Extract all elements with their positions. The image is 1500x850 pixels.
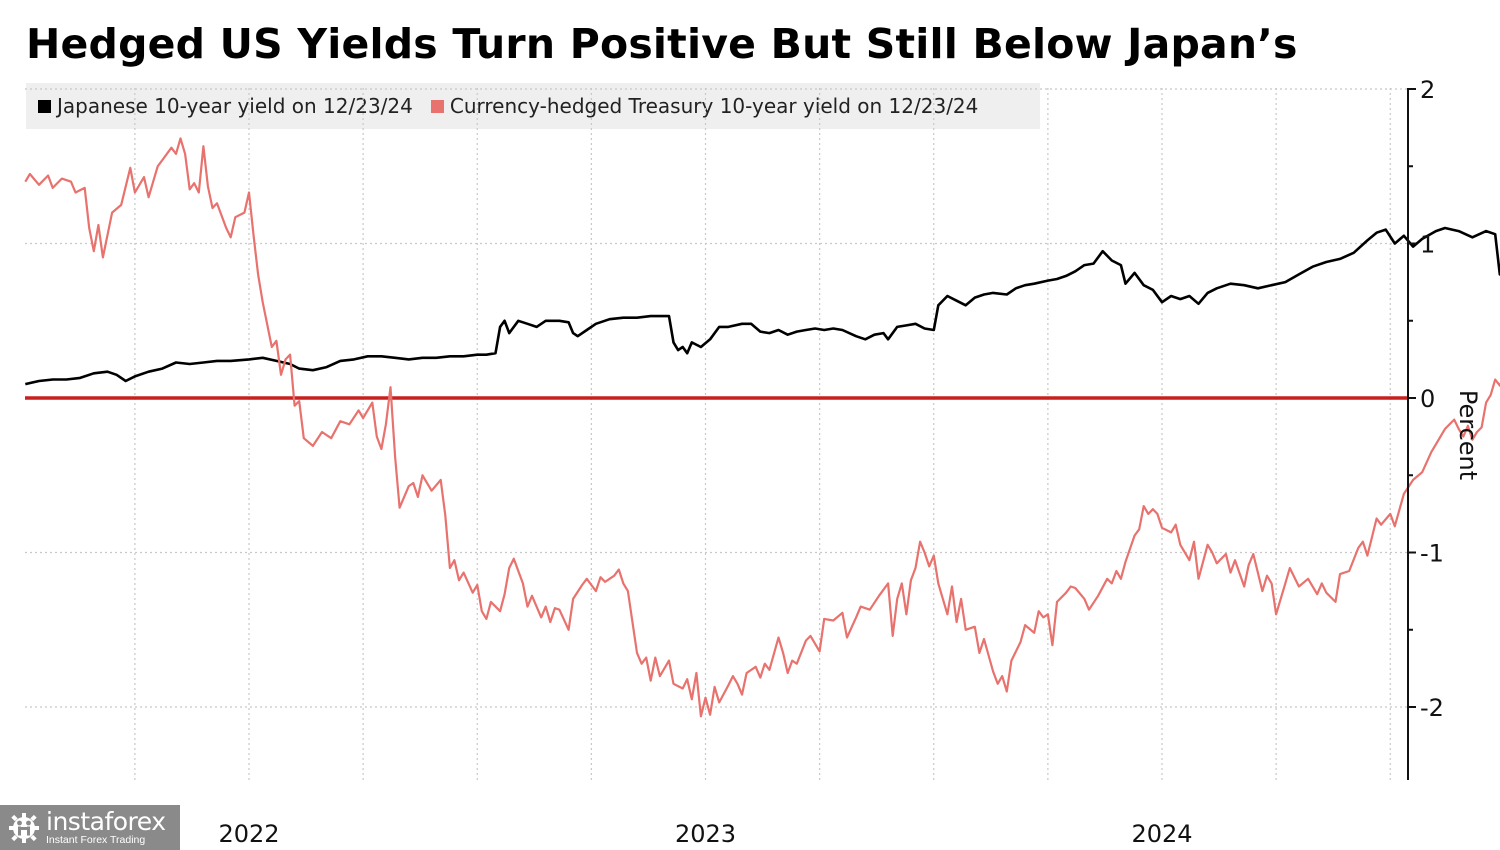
y-tick-label: 2 <box>1420 76 1435 104</box>
legend-label-hedged-treasury: Currency-hedged Treasury 10-year yield o… <box>449 94 979 118</box>
x-tick-label: 2024 <box>1131 820 1192 848</box>
series-group <box>24 137 1500 718</box>
y-axis-title: Percent <box>1454 390 1482 480</box>
y-axis: 2 1 0 -1 -2 <box>1407 76 1444 780</box>
series-line-japan-10y <box>25 226 1500 386</box>
y-tick-label: -2 <box>1420 694 1444 722</box>
y-tick-label: 0 <box>1420 385 1435 413</box>
legend-item-hedged-treasury: Currency-hedged Treasury 10-year yield o… <box>430 94 979 118</box>
x-tick-label: 2023 <box>675 820 736 848</box>
x-axis-labels: 2022 2023 2024 <box>218 820 1192 848</box>
series-line-hedged-treasury-10y <box>24 137 1500 718</box>
x-tick-label: 2022 <box>218 820 279 848</box>
y-tick-label: -1 <box>1420 540 1444 568</box>
y-tick-label: 1 <box>1420 231 1435 259</box>
watermark-tagline: Instant Forex Trading <box>46 834 146 847</box>
instaforex-watermark: instaforex Instant Forex Trading <box>0 805 180 850</box>
legend-swatch-japan <box>38 99 51 113</box>
watermark-brand: instaforex <box>46 807 166 837</box>
chart-title: Hedged US Yields Turn Positive But Still… <box>26 20 1298 68</box>
instaforex-gear-icon <box>9 812 39 843</box>
legend-item-japan: Japanese 10-year yield on 12/23/24 <box>38 94 413 118</box>
legend-label-japan: Japanese 10-year yield on 12/23/24 <box>57 94 413 118</box>
gridlines <box>25 88 1408 780</box>
chart-legend: Japanese 10-year yield on 12/23/24 Curre… <box>26 83 1040 129</box>
legend-swatch-hedged-treasury <box>430 99 444 113</box>
